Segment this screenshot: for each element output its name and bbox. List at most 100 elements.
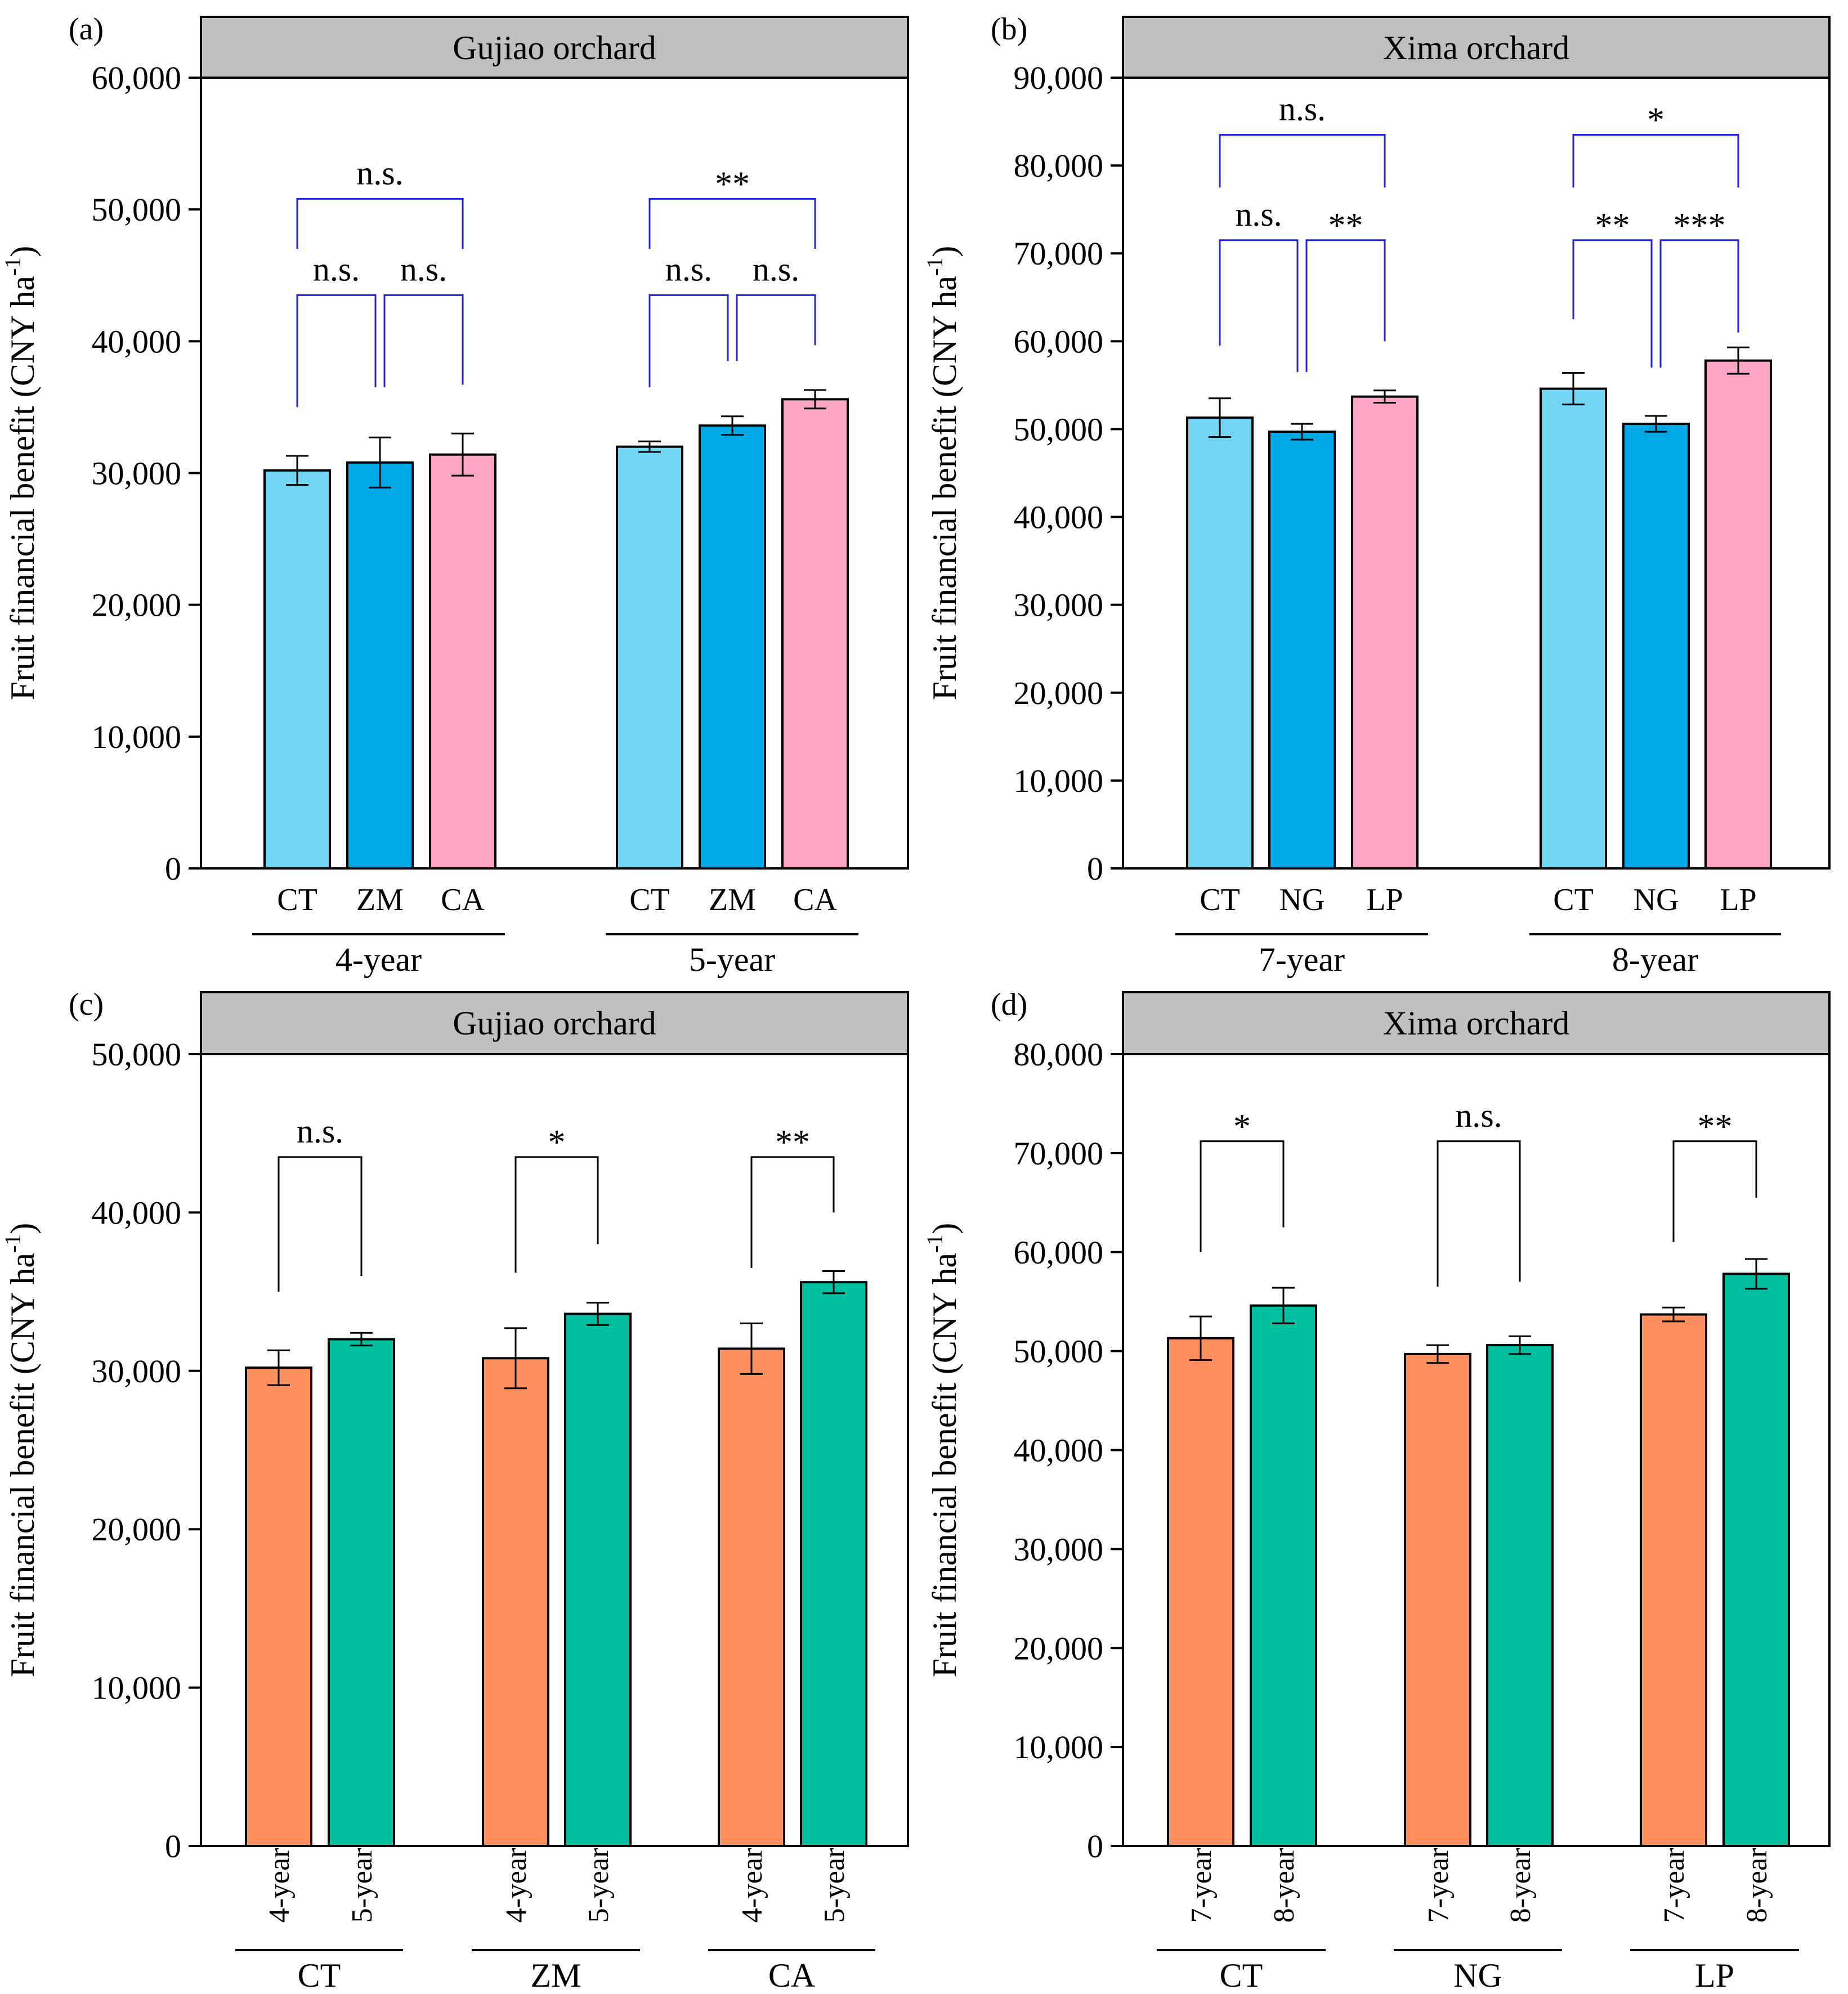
x-tick-label: NG (1279, 882, 1325, 917)
y-tick-label: 60,000 (1014, 1234, 1104, 1271)
bar (781, 398, 849, 870)
significance-label: *** (1674, 207, 1726, 245)
significance-bracket (514, 1156, 599, 1273)
y-axis-label: Fruit financial benefit (CNY ha-1) (922, 246, 963, 701)
group-label: 5-year (689, 941, 775, 978)
bar (482, 1357, 549, 1848)
y-tick-label: 0 (165, 850, 181, 887)
x-tick-label: 8-year (1505, 1848, 1537, 1923)
y-axis-label-superscript: -1 (922, 1234, 947, 1253)
y-axis-label-close: ) (4, 1223, 41, 1234)
y-axis-label: Fruit financial benefit (CNY ha-1) (0, 246, 41, 701)
bar (1186, 416, 1254, 870)
y-tick-label: 10,000 (92, 719, 182, 755)
significance-label: * (548, 1123, 566, 1162)
panel-letter: (d) (991, 987, 1027, 1022)
y-tick-label: 80,000 (1014, 147, 1104, 184)
x-tick-label: ZM (356, 882, 404, 917)
y-tick-label: 70,000 (1014, 1135, 1104, 1172)
bar (1540, 387, 1607, 870)
group-label: LP (1695, 1957, 1734, 1994)
x-tick-label: CT (1200, 882, 1240, 917)
bar (1622, 423, 1690, 870)
significance-bracket (383, 294, 464, 388)
panel-letter: (a) (69, 12, 104, 47)
y-axis-label: Fruit financial benefit (CNY ha-1) (0, 1223, 41, 1678)
significance-label: n.s. (1235, 196, 1282, 233)
significance-label: n.s. (313, 250, 360, 288)
plot-frame (1122, 77, 1831, 870)
y-tick-label: 40,000 (92, 323, 182, 360)
bar (263, 469, 331, 870)
significance-bracket (1437, 1140, 1521, 1287)
title-strip (1122, 991, 1831, 1055)
x-tick-label: 7-year (1658, 1848, 1690, 1923)
x-tick-label: 5-year (583, 1848, 615, 1923)
bar (328, 1338, 395, 1847)
panel-letter: (b) (991, 12, 1027, 47)
y-tick-label: 20,000 (92, 1511, 182, 1548)
y-tick-label: 50,000 (1014, 411, 1104, 447)
x-tick-label: CT (629, 882, 670, 917)
significance-bracket (1672, 1140, 1757, 1243)
x-tick-label: CA (441, 882, 485, 917)
significance-label: * (1647, 101, 1664, 139)
x-tick-label: 5-year (346, 1848, 378, 1923)
bar (429, 453, 496, 870)
panel-b: Xima orchard (b) 0 10,000 20,000 30,000 40,000… (922, 12, 1831, 978)
x-tick-label: 4-year (500, 1848, 533, 1923)
significance-bracket (296, 294, 377, 407)
significance-bracket (1305, 239, 1386, 372)
group-label: 4-year (335, 941, 422, 978)
significance-label: n.s. (1455, 1097, 1502, 1134)
x-tick-label: CT (1553, 882, 1594, 917)
x-tick-label: 8-year (1741, 1848, 1773, 1923)
significance-bracket (278, 1156, 363, 1292)
significance-label: ** (775, 1123, 810, 1162)
bar (564, 1312, 632, 1848)
significance-label: n.s. (753, 250, 799, 288)
group-label: CT (1220, 1957, 1263, 1994)
y-tick-label: 40,000 (1014, 499, 1104, 536)
y-axis-label-superscript: -1 (922, 257, 947, 276)
y-tick-label: 90,000 (1014, 60, 1104, 96)
y-tick-label: 20,000 (1014, 1630, 1104, 1666)
significance-bracket (1659, 239, 1739, 368)
y-axis-label-close: ) (4, 246, 41, 257)
significance-label: ** (715, 165, 750, 203)
y-tick-label: 0 (1087, 1828, 1103, 1865)
y-axis-label-text: Fruit financial benefit (CNY ha (4, 1253, 41, 1677)
group-label: 7-year (1259, 941, 1345, 978)
y-tick-label: 50,000 (92, 191, 182, 228)
significance-label: n.s. (665, 250, 712, 288)
significance-bracket (736, 294, 816, 361)
significance-label: n.s. (400, 250, 447, 288)
y-tick-label: 30,000 (92, 455, 182, 492)
significance-label: ** (1595, 207, 1630, 245)
significance-bracket (1219, 133, 1386, 188)
bar (1268, 431, 1336, 870)
x-tick-label: 7-year (1422, 1848, 1455, 1923)
bar (1704, 359, 1772, 870)
panel-title: Gujiao orchard (453, 1005, 656, 1042)
x-tick-label: LP (1720, 882, 1756, 917)
bar (245, 1366, 312, 1848)
group-label: NG (1453, 1957, 1502, 1994)
significance-label: n.s. (356, 154, 403, 191)
significance-bracket (1200, 1140, 1285, 1252)
bar (800, 1281, 867, 1848)
y-axis-label-text: Fruit financial benefit (CNY ha (926, 1253, 963, 1677)
x-tick-label: 8-year (1268, 1848, 1300, 1923)
significance-bracket (1572, 133, 1739, 188)
plot-frame (200, 1053, 909, 1847)
bar (1722, 1272, 1790, 1847)
y-tick-label: 60,000 (1014, 323, 1104, 360)
bar (616, 445, 683, 870)
x-tick-label: ZM (709, 882, 756, 917)
x-tick-label: CA (793, 882, 837, 917)
y-tick-label: 80,000 (1014, 1036, 1104, 1073)
y-tick-label: 50,000 (92, 1036, 182, 1073)
bar (1404, 1352, 1471, 1848)
bar (1167, 1337, 1234, 1847)
